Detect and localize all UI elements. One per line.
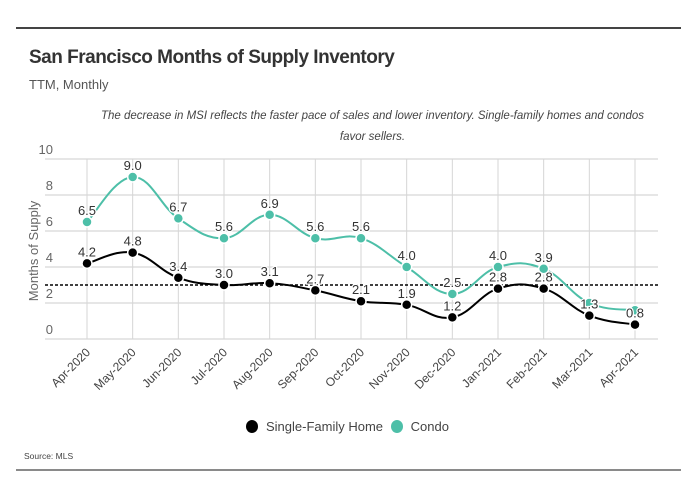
single-family-point: [218, 279, 230, 291]
x-tick-label: Oct-2020: [322, 345, 367, 390]
single-family-data-label: 2.7: [306, 271, 324, 286]
legend-item-single-family[interactable]: Single-Family Home: [246, 419, 383, 434]
condo-point: [172, 212, 185, 225]
y-tick-label: 6: [46, 214, 53, 229]
x-tick-label: Mar-2021: [549, 345, 595, 391]
single-family-data-label: 4.2: [78, 244, 96, 259]
condo-point: [218, 232, 230, 244]
x-tick-label: Aug-2020: [229, 345, 276, 392]
condo-data-label: 3.9: [535, 250, 553, 265]
single-family-point: [446, 311, 459, 324]
x-tick-label: May-2020: [91, 345, 139, 393]
condo-data-label: 6.5: [78, 203, 96, 218]
y-axis-label: Months of Supply: [26, 200, 41, 301]
legend-label: Condo: [410, 419, 449, 434]
single-family-data-label: 2.8: [535, 270, 553, 285]
legend-marker-icon: [390, 420, 403, 433]
condo-data-label: 9.0: [124, 158, 142, 173]
condo-point: [492, 261, 504, 273]
chart-subtitle: TTM, Monthly: [29, 77, 109, 92]
condo-data-label: 5.6: [215, 219, 233, 234]
condo-data-label: 5.6: [352, 219, 370, 234]
y-tick-label: 10: [39, 142, 53, 157]
condo-point: [583, 297, 596, 309]
single-family-point: [537, 282, 550, 295]
single-family-point: [583, 309, 596, 322]
x-tick-label: Apr-2020: [48, 345, 93, 390]
x-tick-label: Nov-2020: [366, 345, 413, 392]
bottom-divider: [16, 469, 681, 471]
single-family-data-label: 3.4: [169, 259, 187, 274]
single-family-point: [81, 257, 93, 270]
condo-point: [629, 304, 641, 316]
x-tick-label: Apr-2021: [596, 345, 641, 390]
condo-data-label: 4.0: [398, 248, 416, 263]
single-family-point: [400, 299, 413, 311]
single-family-data-label: 1.2: [443, 298, 461, 313]
x-tick-label: Feb-2021: [504, 345, 550, 391]
single-family-point: [263, 277, 276, 289]
single-family-data-label: 2.8: [489, 270, 507, 285]
x-tick-label: Sep-2020: [275, 345, 322, 392]
single-family-data-label: 0.8: [626, 306, 644, 321]
y-tick-label: 0: [46, 322, 53, 337]
condo-data-label: 5.6: [306, 219, 324, 234]
chart-annotation: The decrease in MSI reflects the faster …: [100, 110, 645, 143]
condo-point: [355, 232, 367, 244]
condo-data-label: 4.0: [489, 248, 507, 263]
single-family-point: [629, 318, 641, 331]
single-family-point: [309, 284, 322, 297]
single-family-data-label: 3.0: [215, 266, 233, 281]
y-tick-label: 2: [46, 286, 53, 301]
condo-point: [263, 209, 276, 221]
legend: Single-Family Home Condo: [0, 419, 695, 436]
single-family-point: [172, 272, 185, 284]
single-family-data-label: 4.8: [124, 234, 142, 249]
legend-label: Single-Family Home: [266, 419, 384, 434]
legend-item-condo[interactable]: Condo: [390, 419, 449, 434]
source-note: Source: MLS: [24, 451, 74, 461]
condo-data-label: 6.9: [261, 196, 279, 211]
condo-point: [309, 232, 322, 244]
single-family-data-label: 3.1: [261, 264, 279, 279]
top-divider: [16, 27, 681, 29]
x-tick-label: Jul-2020: [188, 345, 231, 388]
condo-point: [400, 261, 413, 273]
x-tick-label: Dec-2020: [412, 345, 459, 392]
x-tick-label: Jun-2020: [139, 345, 185, 391]
y-tick-label: 4: [46, 250, 53, 265]
condo-point: [126, 171, 139, 183]
single-family-point: [126, 246, 139, 259]
single-family-point: [355, 295, 367, 307]
condo-point: [537, 263, 550, 275]
legend-marker-icon: [246, 420, 258, 433]
single-family-data-label: 1.3: [580, 297, 598, 312]
condo-point: [81, 216, 93, 228]
single-family-data-label: 2.1: [352, 282, 370, 297]
single-family-data-label: 1.9: [398, 286, 416, 301]
condo-data-label: 6.7: [169, 199, 187, 214]
condo-data-label: 2.5: [443, 275, 461, 290]
chart-title: San Francisco Months of Supply Inventory: [29, 47, 395, 68]
y-tick-label: 8: [46, 178, 53, 193]
single-family-point: [492, 282, 504, 295]
condo-point: [446, 288, 459, 300]
x-tick-label: Jan-2021: [459, 345, 505, 391]
